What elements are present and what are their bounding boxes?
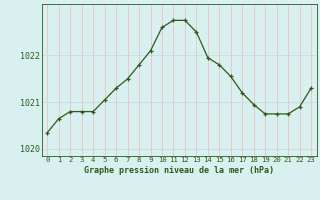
X-axis label: Graphe pression niveau de la mer (hPa): Graphe pression niveau de la mer (hPa) [84,166,274,175]
